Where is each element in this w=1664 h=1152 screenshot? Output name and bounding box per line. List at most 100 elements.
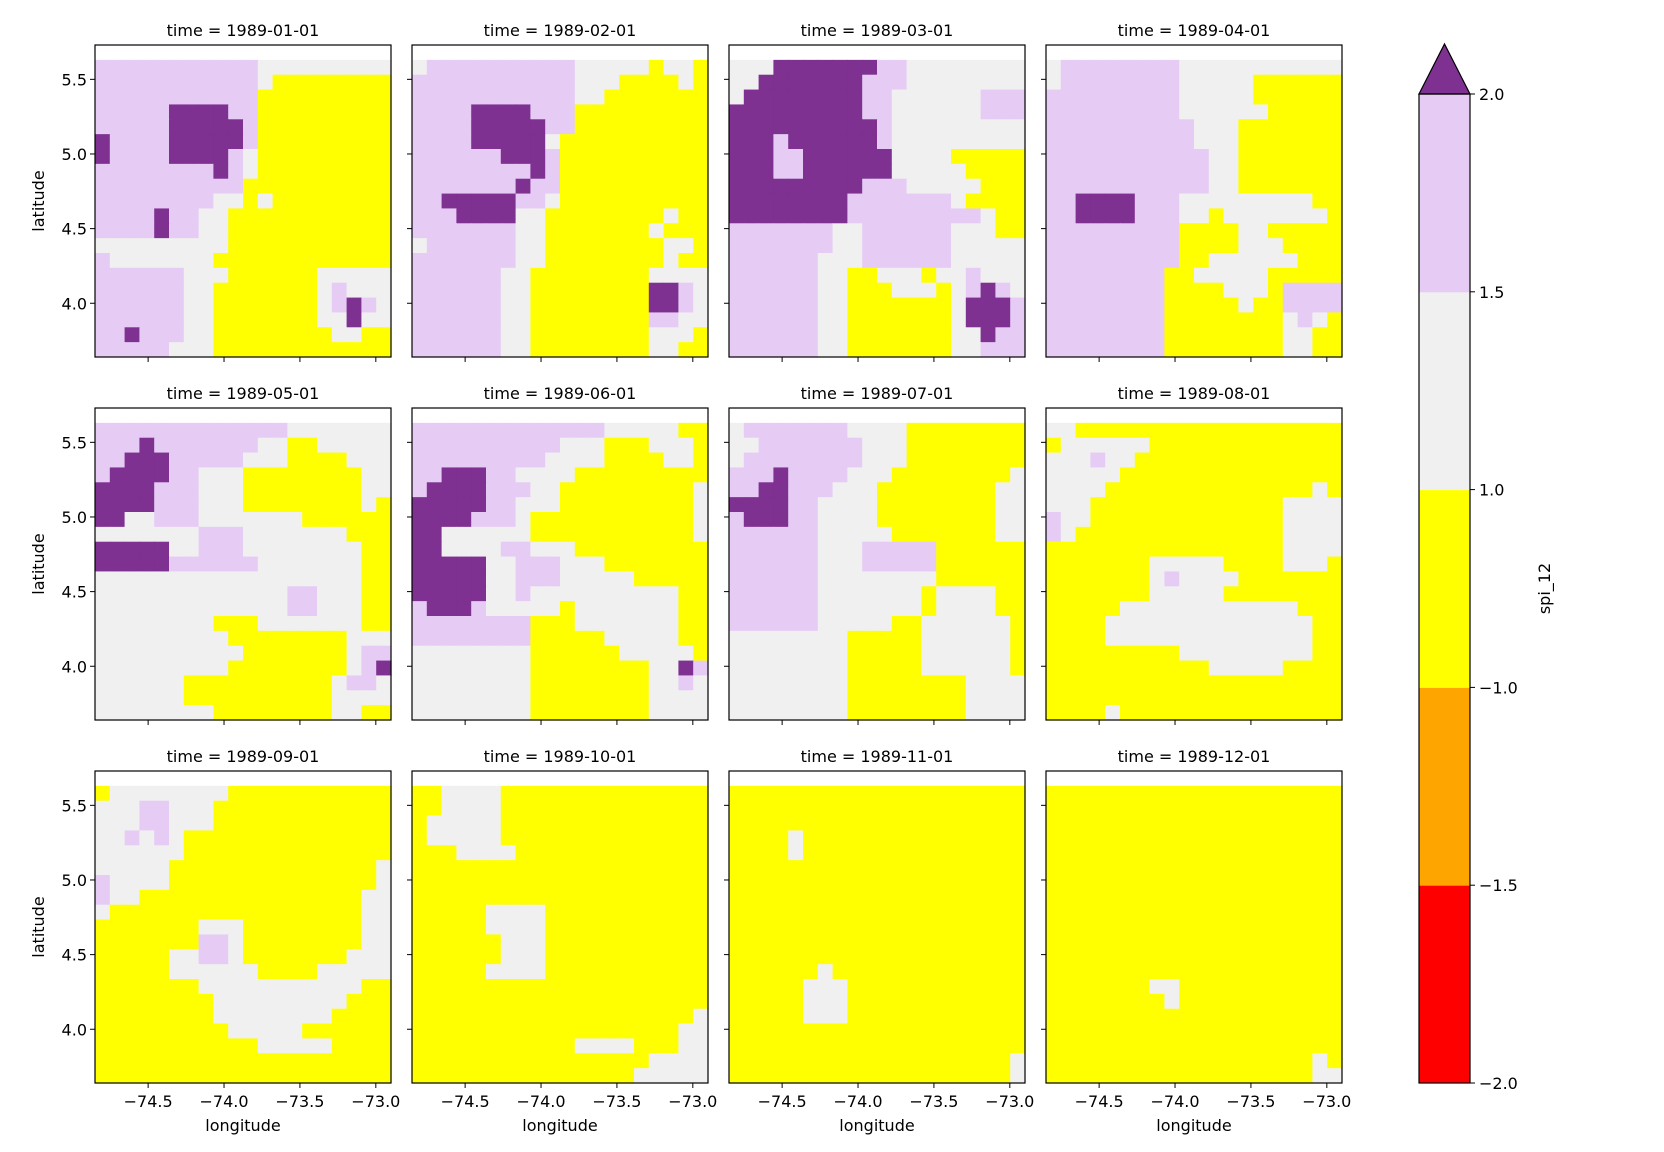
heatmap-cell	[693, 571, 709, 587]
heatmap-cell	[287, 178, 303, 195]
heatmap-cell	[257, 526, 274, 543]
heatmap-cell	[965, 1023, 982, 1040]
heatmap-cell	[965, 312, 982, 328]
heatmap-cell	[1312, 645, 1328, 662]
heatmap-cell	[663, 875, 679, 891]
heatmap-cell	[891, 904, 908, 921]
heatmap-cell	[376, 571, 392, 587]
heatmap-cell	[257, 1068, 274, 1084]
heatmap-cell	[832, 178, 848, 195]
heatmap-cell	[574, 193, 591, 210]
heatmap-cell	[906, 993, 922, 1010]
heatmap-cell	[302, 586, 318, 602]
heatmap-cell	[951, 979, 967, 995]
heatmap-cell	[1179, 541, 1195, 558]
heatmap-cell	[847, 119, 863, 135]
heatmap-cell	[1164, 253, 1180, 269]
heatmap-cell	[1105, 297, 1121, 314]
heatmap-cell	[346, 979, 362, 995]
heatmap-cell	[109, 312, 126, 328]
heatmap-cell	[693, 497, 709, 513]
colorbar-tick-label: −1.0	[1479, 678, 1518, 697]
heatmap-cell	[1208, 601, 1225, 617]
heatmap-cell	[803, 571, 819, 587]
heatmap-cell	[412, 104, 428, 120]
heatmap-cell	[243, 238, 259, 254]
heatmap-cell	[1164, 979, 1180, 995]
heatmap-cell	[634, 422, 650, 439]
heatmap-cell	[530, 223, 546, 239]
heatmap-cell	[619, 541, 635, 558]
heatmap-cell	[1194, 571, 1210, 587]
heatmap-cell	[1134, 979, 1151, 995]
heatmap-cells	[95, 59, 392, 358]
heatmap-cell	[921, 993, 937, 1010]
heatmap-cell	[1253, 556, 1269, 573]
heatmap-cell	[376, 785, 392, 802]
heatmap-cell	[817, 297, 834, 314]
heatmap-cell	[1120, 1038, 1136, 1054]
heatmap-cell	[862, 660, 878, 677]
heatmap-cell	[921, 934, 937, 950]
x-tick-label: −74.5	[1075, 1092, 1124, 1111]
heatmap-cell	[788, 342, 804, 358]
heatmap-cell	[1297, 645, 1313, 662]
heatmap-cell	[1090, 705, 1106, 721]
heatmap-cell	[906, 467, 922, 483]
heatmap-cell	[1090, 422, 1106, 439]
heatmap-cell	[1297, 208, 1313, 224]
heatmap-cell	[1238, 497, 1254, 513]
heatmap-cell	[1297, 993, 1313, 1010]
x-tick-label: −74.0	[200, 1092, 249, 1111]
heatmap-cell	[257, 297, 274, 314]
heatmap-cell	[412, 1068, 428, 1084]
heatmap-cell	[693, 660, 709, 677]
heatmap-cell	[486, 1008, 502, 1025]
heatmap-cell	[758, 1008, 774, 1025]
heatmap-cell	[139, 1053, 155, 1069]
heatmap-cell	[1105, 993, 1121, 1010]
heatmap-cell	[980, 875, 996, 891]
heatmap-cell	[1327, 267, 1343, 284]
heatmap-cell	[376, 452, 392, 469]
heatmap-cell	[951, 89, 967, 106]
heatmap-cell	[1208, 845, 1225, 861]
heatmap-cell	[1268, 934, 1284, 950]
heatmap-cell	[243, 949, 259, 965]
heatmap-cell	[965, 785, 982, 802]
heatmap-cell	[139, 645, 155, 662]
heatmap-cell	[139, 104, 155, 120]
heatmap-cell	[693, 223, 709, 239]
heatmap-cell	[803, 815, 819, 832]
heatmap-cell	[331, 193, 348, 210]
heatmap-cell	[486, 512, 502, 528]
heatmap-cell	[1060, 690, 1077, 706]
heatmap-cell	[1238, 949, 1254, 965]
heatmap-cell	[1164, 556, 1180, 573]
heatmap-cell	[619, 919, 635, 936]
heatmap-cell	[331, 482, 348, 498]
heatmap-cell	[634, 845, 650, 861]
heatmap-cell	[317, 979, 333, 995]
heatmap-cell	[169, 119, 185, 135]
heatmap-cell	[729, 675, 745, 691]
heatmap-cell	[619, 860, 635, 876]
heatmap-cell	[471, 1053, 487, 1069]
heatmap-cell	[589, 571, 605, 587]
heatmap-cell	[317, 630, 333, 647]
heatmap-cell	[331, 800, 348, 817]
heatmap-cell	[124, 253, 140, 269]
heatmap-cell	[1010, 497, 1026, 513]
heatmap-cell	[243, 904, 259, 921]
heatmap-cell	[891, 1023, 908, 1040]
heatmap-cell	[1208, 327, 1225, 343]
heatmap-cell	[773, 238, 789, 254]
heatmap-cell	[995, 860, 1011, 876]
heatmap-cell	[95, 601, 111, 617]
heatmap-cell	[862, 178, 878, 195]
heatmap-cell	[1297, 1068, 1313, 1084]
heatmap-cell	[560, 497, 576, 513]
heatmap-cell	[1120, 238, 1136, 254]
heatmap-cell	[426, 690, 443, 706]
heatmap-cell	[832, 630, 848, 647]
